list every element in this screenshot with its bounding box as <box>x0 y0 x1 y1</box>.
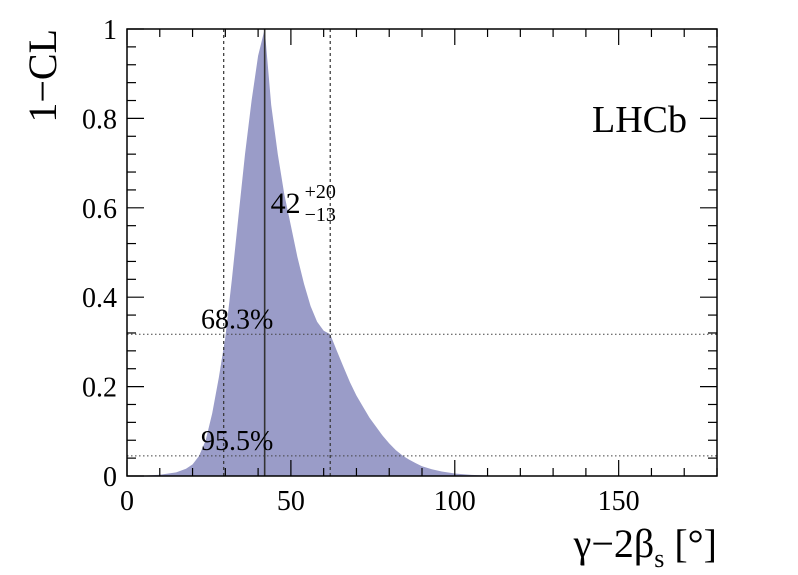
x-tick-label: 100 <box>434 486 476 517</box>
x-axis-label-main: γ−2β <box>573 521 655 566</box>
y-tick-label: 0.6 <box>82 194 117 225</box>
x-axis-label-unit: [°] <box>664 521 717 566</box>
y-tick-label: 0.4 <box>82 283 117 314</box>
reference-lines-layer <box>127 29 717 476</box>
curve-fill-layer <box>127 29 717 476</box>
y-axis-label: 1−CL <box>20 29 65 123</box>
x-axis-label: γ−2βs [°] <box>573 521 717 573</box>
y-tick-label: 0.2 <box>82 373 117 404</box>
cl-level-label-95: 95.5% <box>201 426 273 457</box>
x-axis-label-subscript: s <box>654 544 664 573</box>
best-fit-central-value: 42 <box>271 187 301 220</box>
x-tick-label: 50 <box>277 486 305 517</box>
best-fit-upper-error: +20 <box>305 181 336 203</box>
cl-level-label-68: 68.3% <box>201 304 273 335</box>
tick-labels-layer: 0 50 100 150 0 0.2 0.4 0.6 0.8 1 <box>82 15 640 517</box>
y-tick-label: 0.8 <box>82 104 117 135</box>
curve-area <box>127 29 717 476</box>
x-tick-label: 0 <box>120 486 134 517</box>
y-tick-label: 0 <box>103 462 117 493</box>
tick-marks-layer <box>126 28 718 477</box>
x-tick-label: 150 <box>598 486 640 517</box>
best-fit-lower-error: −13 <box>305 204 336 226</box>
experiment-label: LHCb <box>592 99 687 141</box>
best-fit-label: 42 +20 −13 <box>271 181 336 226</box>
y-tick-label: 1 <box>103 15 117 46</box>
